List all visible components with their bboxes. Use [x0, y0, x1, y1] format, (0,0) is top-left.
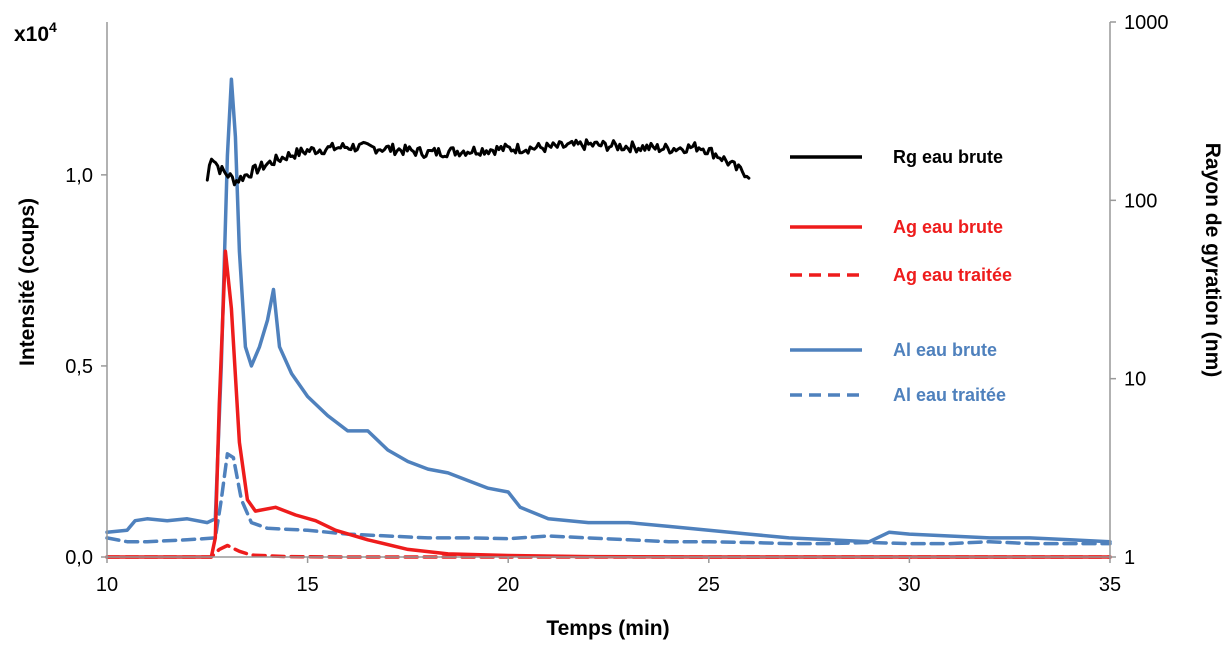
legend: Rg eau brute Ag eau brute Ag eau traitée Al…	[790, 147, 1012, 405]
x-tick-label: 10	[96, 574, 118, 596]
y2-tick-label: 10	[1124, 369, 1146, 391]
series-line-al-eau-trait-e	[105, 452, 1112, 546]
y2-ticks: 1 10 100 1000	[1110, 12, 1169, 569]
legend-label: Al eau traitée	[893, 385, 1006, 405]
x-tick-label: 25	[698, 574, 720, 596]
x-ticks: 10 15 20 25 30 35	[96, 557, 1121, 596]
y2-tick-label: 1000	[1124, 12, 1169, 34]
series-line-rg-eau-brute	[205, 138, 751, 187]
series-line-ag-eau-brute	[105, 249, 1112, 559]
legend-label: Al eau brute	[893, 340, 997, 360]
legend-label: Rg eau brute	[893, 147, 1003, 167]
x-tick-label: 35	[1099, 574, 1121, 596]
legend-label: Ag eau brute	[893, 217, 1003, 237]
legend-label: Ag eau traitée	[893, 265, 1012, 285]
y2-axis-title: Rayon de gyration (nm)	[1201, 143, 1224, 378]
x-axis-title: Temps (min)	[546, 617, 669, 640]
x-tick-label: 30	[898, 574, 920, 596]
x-tick-label: 20	[497, 574, 519, 596]
y-tick-label: 1,0	[65, 165, 93, 187]
x-tick-label: 15	[296, 574, 318, 596]
y-axis-title: Intensité (coups)	[16, 198, 39, 366]
y-tick-label: 0,0	[65, 547, 93, 569]
axes	[106, 22, 1111, 558]
y-tick-label: 0,5	[65, 356, 93, 378]
y2-tick-label: 1	[1124, 547, 1135, 569]
y-ticks: 0,0 0,5 1,0	[65, 165, 107, 569]
y-multiplier-label: x104	[14, 19, 57, 46]
y2-tick-label: 100	[1124, 190, 1157, 212]
